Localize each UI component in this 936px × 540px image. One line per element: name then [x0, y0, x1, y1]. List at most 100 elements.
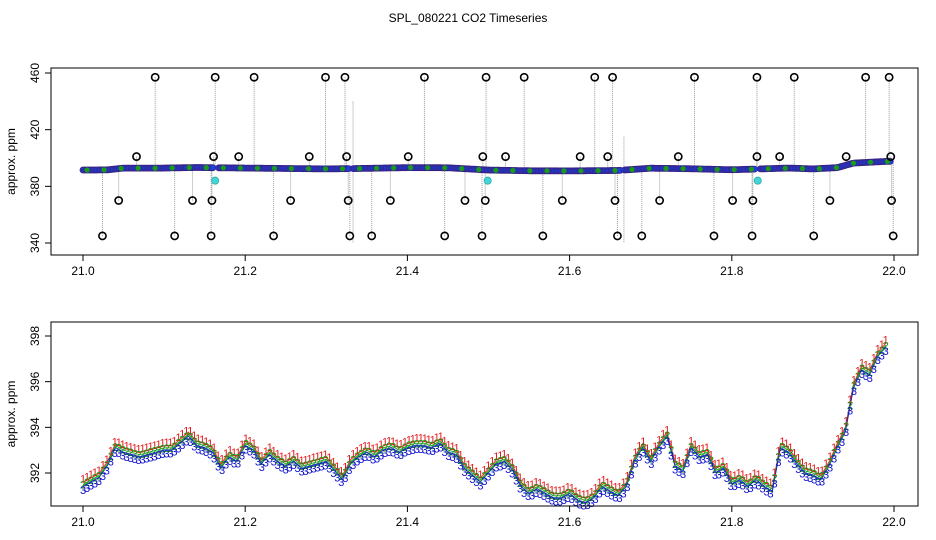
bottom-series-2-marker: 2	[148, 447, 154, 459]
bottom-series-1-marker: 1	[648, 448, 654, 460]
top-baseline-highlight	[357, 165, 363, 172]
bottom-series-1-marker: 1	[569, 482, 575, 494]
top-outlier-point	[403, 152, 413, 161]
bottom-series-3-marker: 3	[724, 473, 730, 485]
bottom-series-1-marker: 1	[136, 444, 142, 456]
bottom-series-3-marker: 3	[366, 452, 372, 464]
bottom-series-2-marker: 2	[136, 449, 142, 461]
bottom-series-1-marker: 1	[239, 439, 245, 451]
bottom-series-3-marker: 3	[330, 468, 336, 480]
bottom-series-1-marker: 1	[700, 443, 706, 455]
bottom-series-1-marker: 1	[402, 436, 408, 448]
bottom-series-1-marker: 1	[211, 442, 217, 454]
bottom-y-tick-label: 392	[28, 463, 42, 483]
bottom-series-1-marker: 1	[251, 438, 257, 450]
bottom-series-2-marker: 2	[612, 487, 618, 499]
bottom-series-2-marker: 2	[155, 445, 161, 457]
bottom-series-1-marker: 1	[271, 445, 277, 457]
bottom-series-3-marker: 3	[636, 452, 642, 464]
bottom-series-2-marker: 2	[847, 400, 853, 412]
bottom-series-2-marker: 2	[744, 478, 750, 490]
top-outlier-point	[608, 72, 617, 82]
bottom-series-1-marker: 1	[716, 458, 722, 470]
bottom-series-2-marker: 2	[108, 451, 114, 463]
bottom-series-2-marker: 2	[601, 480, 607, 492]
bottom-series-2-marker: 2	[835, 439, 841, 451]
bottom-series-2-marker: 2	[581, 495, 587, 507]
top-baseline-highlight	[850, 160, 857, 166]
bottom-series-2-marker: 2	[525, 485, 531, 497]
bottom-series-2-marker: 2	[259, 456, 265, 468]
top-baseline-highlight	[731, 167, 737, 173]
bottom-series-1-marker: 1	[132, 443, 138, 455]
bottom-series-1-marker: 1	[767, 477, 773, 489]
bottom-series-2-marker: 2	[187, 431, 193, 443]
bottom-series-3-marker: 3	[684, 458, 690, 470]
bottom-series-1-marker: 1	[461, 456, 467, 468]
bottom-series-1-marker: 1	[783, 438, 789, 450]
top-outlier-point	[690, 72, 699, 82]
bottom-series-1-marker: 1	[879, 339, 885, 351]
top-outlier-point	[709, 231, 719, 241]
top-baseline-highlight	[816, 166, 823, 172]
top-baseline-highlight	[833, 165, 840, 171]
bottom-series-1-marker: 1	[799, 457, 805, 469]
bottom-series-3-marker: 3	[756, 480, 762, 492]
bottom-series-3-marker: 3	[299, 467, 305, 479]
bottom-series-2-marker: 2	[485, 466, 491, 478]
bottom-series-2-marker: 2	[529, 485, 535, 497]
top-baseline-highlight	[118, 165, 124, 171]
bottom-series-2-marker: 2	[823, 464, 829, 476]
bottom-series-2-marker: 2	[132, 448, 138, 460]
bottom-series-2-marker: 2	[632, 453, 638, 465]
bottom-series-1-marker: 1	[581, 489, 587, 501]
bottom-series-3-marker: 3	[96, 476, 102, 488]
top-flagged-point	[753, 176, 762, 185]
bottom-series-1-marker: 1	[537, 478, 543, 490]
bottom-series-3-marker: 3	[851, 386, 857, 398]
bottom-series-2-marker: 2	[481, 470, 487, 482]
bottom-series-2-marker: 2	[402, 442, 408, 454]
bottom-series-2-marker: 2	[716, 464, 722, 476]
bottom-series-3-marker: 3	[402, 448, 408, 460]
bottom-series-1-marker: 1	[366, 441, 372, 453]
bottom-series-3-marker: 3	[310, 464, 316, 476]
top-outlier-point	[477, 231, 487, 241]
top-baseline-highlight	[612, 167, 618, 174]
bottom-series-2-marker: 2	[875, 349, 881, 361]
bottom-series-1-marker: 1	[847, 394, 853, 406]
bottom-series-2-marker: 2	[406, 440, 412, 452]
bottom-series-2-marker: 2	[620, 483, 626, 495]
bottom-series-2-marker: 2	[390, 442, 396, 454]
bottom-series-1-marker: 1	[378, 439, 384, 451]
bottom-series-2-marker: 2	[831, 448, 837, 460]
bottom-x-axis: 21.0 21.2 21.4 21.6 21.8 22.0	[71, 505, 906, 529]
top-outlier-point	[98, 231, 107, 241]
bottom-series-1-marker: 1	[752, 468, 758, 480]
top-baseline-highlight	[101, 167, 107, 173]
top-outlier-point	[841, 152, 851, 161]
top-baseline-highlight	[220, 165, 226, 171]
bottom-series-2-marker: 2	[815, 471, 821, 483]
bottom-series-3-marker: 3	[227, 456, 233, 468]
bottom-series-3-marker: 3	[509, 468, 515, 480]
bottom-series-3-marker: 3	[656, 446, 662, 458]
bottom-series-3-marker: 3	[652, 452, 658, 464]
bottom-series-1-marker: 1	[640, 436, 646, 448]
bottom-series-1-marker: 1	[859, 357, 865, 369]
bottom-series-3-marker: 3	[771, 478, 777, 490]
bottom-series-line-3	[82, 346, 887, 503]
bottom-series-2-marker: 2	[565, 487, 571, 499]
bottom-series-1-marker: 1	[453, 443, 459, 455]
bottom-series-3-marker: 3	[791, 459, 797, 471]
bottom-series-1-marker: 1	[696, 444, 702, 456]
bottom-series-3-marker: 3	[410, 445, 416, 457]
bottom-series-3-marker: 3	[573, 497, 579, 509]
bottom-series-3-marker: 3	[712, 470, 718, 482]
bottom-series-3-marker: 3	[203, 447, 209, 459]
bottom-series-3-marker: 3	[859, 369, 865, 381]
top-outlier-point	[286, 196, 296, 205]
bottom-series-1-marker: 1	[279, 451, 285, 463]
bottom-series-3-marker: 3	[553, 497, 559, 509]
bottom-series-3-marker: 3	[803, 472, 809, 484]
